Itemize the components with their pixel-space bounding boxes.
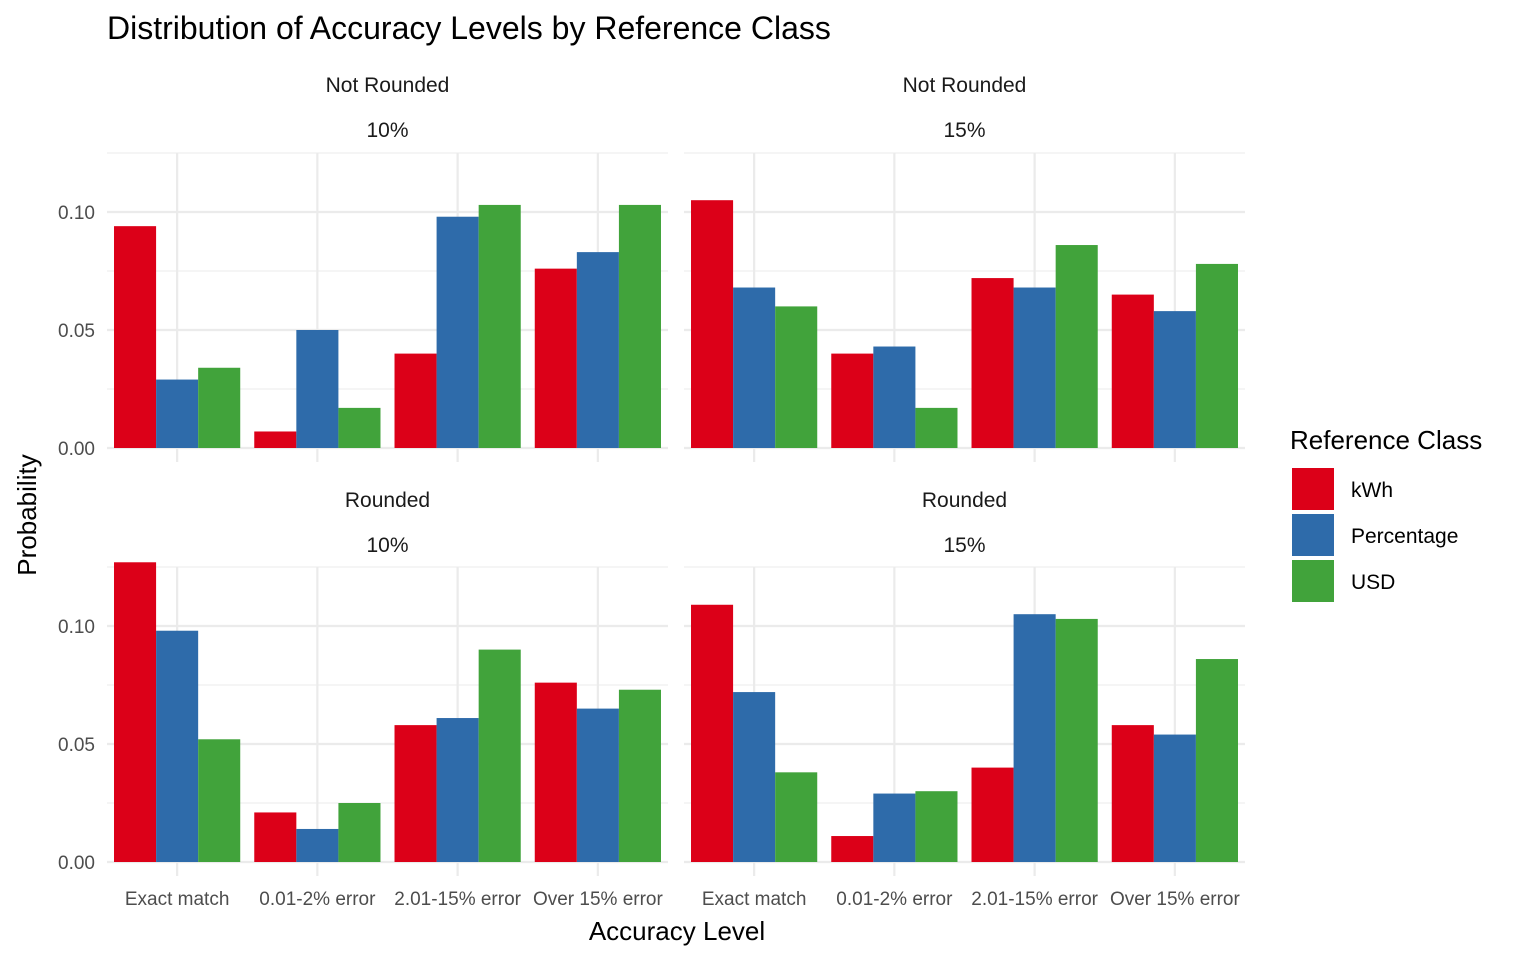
- x-tick-label: Exact match: [125, 889, 230, 910]
- bar-percentage: [576, 252, 619, 448]
- bar-kwh: [831, 353, 874, 448]
- bar-usd: [198, 367, 241, 448]
- bar-kwh: [534, 682, 577, 862]
- bar-percentage: [436, 718, 479, 862]
- x-tick-label: Over 15% error: [533, 889, 664, 910]
- bar-usd: [618, 204, 661, 448]
- bar-percentage: [156, 379, 199, 448]
- bar-kwh: [971, 278, 1014, 448]
- bar-usd: [1055, 618, 1098, 862]
- bar-kwh: [691, 200, 734, 448]
- bar-percentage: [733, 287, 776, 448]
- bar-percentage: [1153, 311, 1196, 448]
- chart-title: Distribution of Accuracy Levels by Refer…: [107, 10, 831, 46]
- facet-panel: Rounded 15% Exact match 0.01-2% error 2.01-1…: [684, 489, 1245, 910]
- y-tick-label: 0.10: [58, 617, 95, 638]
- x-tick-label: Exact match: [702, 889, 807, 910]
- bar-usd: [1055, 245, 1098, 448]
- bar-percentage: [733, 692, 776, 862]
- bar-percentage: [576, 708, 619, 862]
- y-tick-label: 0.05: [58, 321, 95, 342]
- legend-title: Reference Class: [1290, 425, 1482, 455]
- legend: Reference Class kWh Percentage USD: [1290, 425, 1482, 602]
- bar-kwh: [394, 725, 437, 862]
- bar-percentage: [1013, 614, 1056, 862]
- bar-kwh: [254, 812, 297, 862]
- legend-label: kWh: [1351, 479, 1393, 502]
- chart-panels: Not Rounded 10% 0.00 0.05 0.10 Not Rounded 15%…: [58, 74, 1245, 910]
- facet-strip-label: Not Rounded: [326, 74, 450, 97]
- facet-strip-label: 10%: [366, 119, 408, 142]
- bar-percentage: [1153, 734, 1196, 862]
- y-tick-label: 0.00: [58, 439, 95, 460]
- x-tick-label: 2.01-15% error: [971, 889, 1098, 910]
- facet-strip-label: Not Rounded: [903, 74, 1027, 97]
- x-tick-label: Over 15% error: [1110, 889, 1241, 910]
- x-axis-title: Accuracy Level: [589, 916, 765, 946]
- facet-strip-label: Rounded: [345, 489, 430, 512]
- bar-kwh: [1111, 294, 1154, 448]
- bar-kwh: [114, 562, 157, 862]
- legend-key-usd: [1292, 560, 1334, 602]
- facet-panel: Rounded 10% 0.00 0.05 0.10 Exact match 0.01-2%…: [58, 489, 668, 910]
- bar-percentage: [436, 216, 479, 448]
- bar-kwh: [1111, 725, 1154, 862]
- bar-percentage: [156, 630, 199, 862]
- legend-key-kwh: [1292, 468, 1334, 510]
- bar-usd: [775, 306, 818, 448]
- bar-usd: [478, 649, 521, 862]
- facet-panel: Not Rounded 10% 0.00 0.05 0.10: [58, 74, 668, 462]
- facet-strip-label: 15%: [943, 119, 985, 142]
- x-tick-label: 2.01-15% error: [394, 889, 521, 910]
- y-axis-title: Probability: [12, 454, 42, 575]
- bar-usd: [1195, 263, 1238, 448]
- y-tick-label: 0.05: [58, 735, 95, 756]
- bar-percentage: [873, 346, 916, 448]
- facet-strip-label: 10%: [366, 534, 408, 557]
- bar-usd: [915, 407, 958, 448]
- x-tick-label: 0.01-2% error: [836, 889, 953, 910]
- bar-kwh: [394, 353, 437, 448]
- y-tick-label: 0.00: [58, 853, 95, 874]
- bar-kwh: [534, 268, 577, 448]
- x-tick-label: 0.01-2% error: [259, 889, 376, 910]
- bar-percentage: [1013, 287, 1056, 448]
- bar-usd: [618, 689, 661, 862]
- bar-usd: [775, 772, 818, 862]
- bar-kwh: [971, 767, 1014, 862]
- legend-label: USD: [1351, 571, 1395, 594]
- facet-strip-label: Rounded: [922, 489, 1007, 512]
- legend-key-percentage: [1292, 514, 1334, 556]
- facet-panel: Not Rounded 15%: [684, 74, 1245, 462]
- bar-kwh: [254, 431, 297, 448]
- bar-usd: [198, 739, 241, 862]
- bar-kwh: [831, 836, 874, 862]
- legend-label: Percentage: [1351, 525, 1458, 548]
- bar-usd: [915, 791, 958, 862]
- facet-strip-label: 15%: [943, 534, 985, 557]
- bar-usd: [1195, 659, 1238, 862]
- bar-percentage: [296, 828, 339, 862]
- y-tick-label: 0.10: [58, 203, 95, 224]
- bar-percentage: [296, 330, 339, 448]
- bar-kwh: [691, 604, 734, 862]
- bar-usd: [338, 407, 381, 448]
- bar-kwh: [114, 226, 157, 448]
- bar-percentage: [873, 793, 916, 862]
- bar-usd: [478, 204, 521, 448]
- bar-usd: [338, 803, 381, 862]
